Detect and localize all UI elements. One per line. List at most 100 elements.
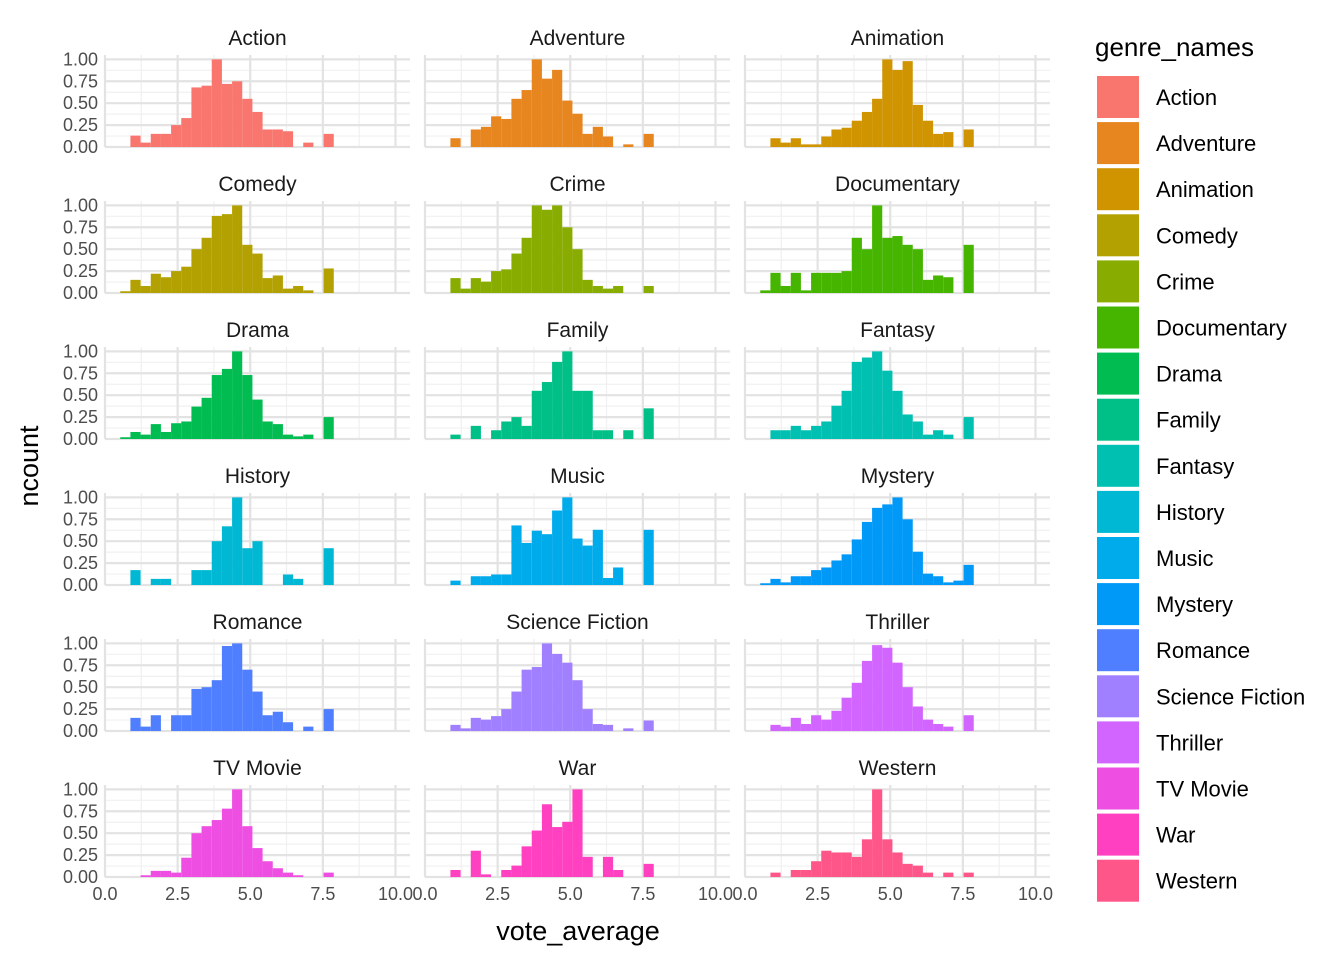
histogram-bar xyxy=(882,370,893,439)
histogram-bar xyxy=(892,390,903,439)
histogram-bar xyxy=(582,279,593,293)
histogram-bar xyxy=(491,574,502,585)
histogram-bar xyxy=(252,541,263,585)
histogram-bar xyxy=(511,691,522,731)
legend-key xyxy=(1097,583,1139,626)
histogram-bar xyxy=(201,397,212,439)
y-tick-label: 0.00 xyxy=(63,867,98,887)
facet-title: Drama xyxy=(226,319,289,342)
facet-panel: Comedy 0.000.250.500.751.00 xyxy=(63,173,410,303)
facet-title: Family xyxy=(547,319,609,342)
histogram-bar xyxy=(511,865,522,877)
histogram-bar xyxy=(262,129,273,147)
legend-label: Mystery xyxy=(1156,592,1233,617)
histogram-bar xyxy=(262,278,273,293)
histogram-bar xyxy=(242,669,253,731)
histogram-bar xyxy=(470,850,481,877)
histogram-bar xyxy=(552,361,563,439)
y-tick-label: 0.75 xyxy=(63,801,98,821)
histogram-bar xyxy=(831,272,842,293)
facet-panel: Action 0.000.250.500.751.00 xyxy=(63,27,410,157)
histogram-bar xyxy=(851,682,862,731)
legend-label: Western xyxy=(1156,869,1238,894)
histogram-bar xyxy=(643,133,654,147)
histogram-bar xyxy=(841,271,852,293)
histogram-bar xyxy=(933,576,944,585)
histogram-bar xyxy=(562,821,573,877)
histogram-bar xyxy=(613,567,624,585)
histogram-bar xyxy=(811,861,822,877)
histogram-bar xyxy=(242,375,253,439)
histogram-bar xyxy=(501,709,512,731)
histogram-bar xyxy=(800,869,812,877)
histogram-bar xyxy=(582,709,593,731)
histogram-bar xyxy=(150,715,161,731)
histogram-bar xyxy=(933,430,944,439)
legend-item: Action xyxy=(1097,76,1217,118)
histogram-bar xyxy=(602,724,614,731)
y-tick-label: 0.50 xyxy=(63,823,98,843)
x-tick-label: 7.5 xyxy=(630,884,655,904)
histogram-bar xyxy=(191,570,202,585)
histogram-bar xyxy=(201,826,212,877)
y-tick-label: 0.00 xyxy=(63,429,98,449)
x-tick-label: 10.0 xyxy=(1018,884,1053,904)
histogram-bar xyxy=(552,205,563,293)
legend: genre_names Action Adventure Animation Come… xyxy=(1095,32,1305,902)
histogram-bar xyxy=(262,861,273,877)
legend-label: History xyxy=(1156,500,1224,525)
histogram-bar xyxy=(851,539,862,585)
histogram-bar xyxy=(293,875,304,877)
histogram-bar xyxy=(902,687,913,731)
histogram-bar xyxy=(120,291,131,293)
histogram-bar xyxy=(262,421,273,439)
histogram-bar xyxy=(821,850,832,877)
histogram-bar xyxy=(851,120,862,147)
legend-key xyxy=(1097,352,1139,395)
histogram-bar xyxy=(790,272,801,293)
histogram-bar xyxy=(450,434,461,439)
histogram-bar xyxy=(902,244,913,293)
histogram-bar xyxy=(892,662,903,731)
histogram-bar xyxy=(943,726,954,731)
facet-panel: History 0.000.250.500.751.00 xyxy=(63,465,410,595)
histogram-bar xyxy=(841,852,852,877)
x-tick-label: 5.0 xyxy=(238,884,263,904)
panel-grid xyxy=(103,785,410,879)
histogram-bar xyxy=(491,430,502,439)
facet-panel: Music xyxy=(423,465,730,587)
histogram-bar xyxy=(643,720,654,731)
histogram-bar xyxy=(572,249,583,293)
facet-panel: TV Movie 0.000.250.500.751.00 0.0 2.5 5.0 7.5… xyxy=(63,757,413,904)
histogram-bar xyxy=(831,710,842,731)
histogram-bar xyxy=(191,406,202,439)
histogram-bar xyxy=(831,129,842,147)
histogram-bar xyxy=(120,437,131,439)
histogram-bar xyxy=(613,869,624,877)
histogram-bar xyxy=(912,865,923,877)
histogram-bar xyxy=(790,869,801,877)
histogram-bar xyxy=(562,662,573,731)
x-tick-label: 2.5 xyxy=(165,884,190,904)
histogram-bar xyxy=(582,390,593,439)
legend-key xyxy=(1097,76,1139,118)
facet-panel: Science Fiction xyxy=(423,611,730,733)
legend-label: Drama xyxy=(1156,362,1223,387)
histogram-bar xyxy=(623,144,634,147)
histogram-bar xyxy=(922,872,934,877)
histogram-bar xyxy=(252,399,263,439)
histogram-bar xyxy=(851,237,862,293)
histogram-bar xyxy=(480,719,492,731)
legend-item: Documentary xyxy=(1097,306,1287,349)
histogram-bar xyxy=(953,580,964,585)
x-tick-label: 10.0 xyxy=(378,884,413,904)
legend-item: Science Fiction xyxy=(1097,675,1305,718)
legend-key xyxy=(1097,490,1139,533)
histogram-bar xyxy=(211,375,222,439)
histogram-bar xyxy=(501,269,512,293)
histogram-bar xyxy=(221,83,233,147)
histogram-bar xyxy=(790,576,801,585)
facet-panel: Family xyxy=(423,319,730,441)
histogram-bar xyxy=(252,691,263,731)
legend-key xyxy=(1097,629,1139,672)
